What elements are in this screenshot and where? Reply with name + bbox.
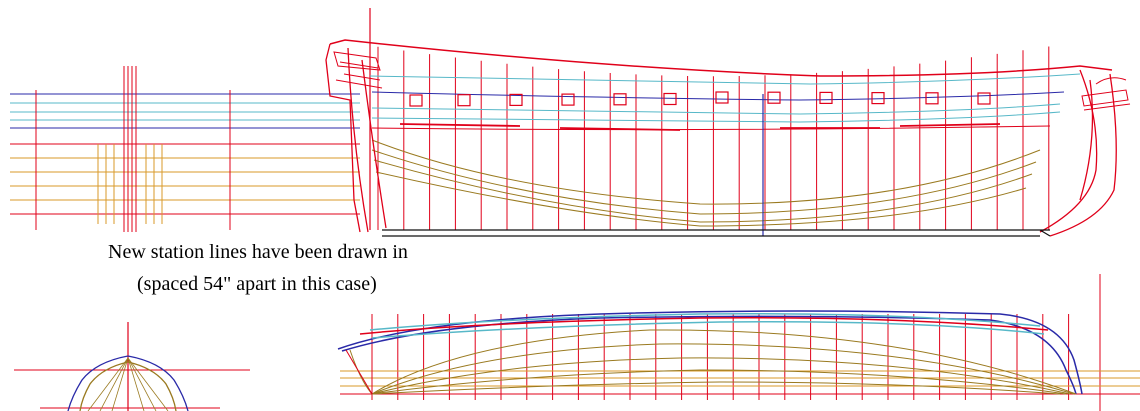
gun-port	[767, 91, 781, 104]
body-plan-grid	[10, 66, 360, 232]
gun-port	[819, 91, 833, 105]
annotation-line-1: New station lines have been drawn in	[108, 241, 408, 263]
gun-ports	[409, 91, 991, 107]
gun-port	[977, 92, 991, 105]
sheer-plan	[325, 8, 1131, 237]
half-breadth-plan	[337, 274, 1140, 411]
gun-port	[409, 94, 423, 107]
gun-port	[925, 92, 939, 105]
gun-port	[871, 91, 885, 105]
gun-port	[715, 91, 729, 104]
gun-port	[509, 93, 523, 107]
gun-port	[561, 93, 575, 106]
gun-port	[457, 94, 471, 107]
gun-port	[663, 92, 677, 106]
gun-port	[613, 93, 627, 106]
annotation-line-2: (spaced 54" apart in this case)	[137, 273, 377, 295]
body-section	[14, 322, 250, 411]
